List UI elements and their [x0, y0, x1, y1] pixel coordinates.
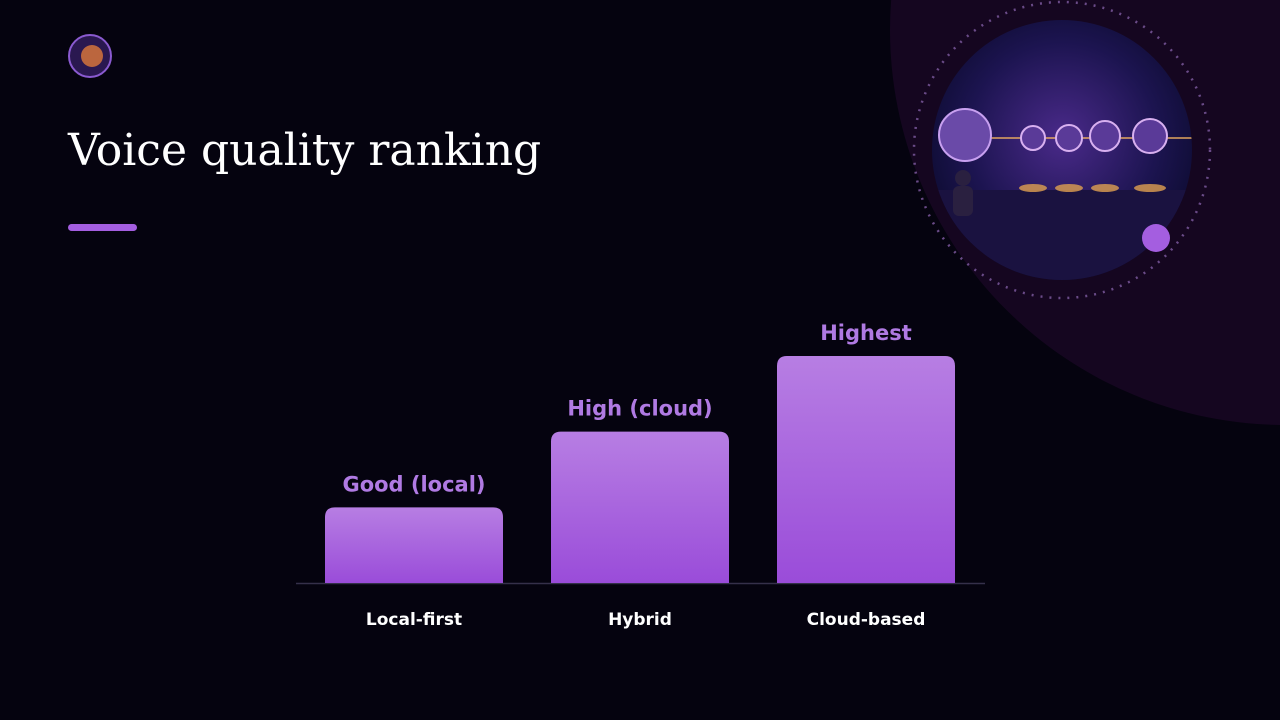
value-label: Highest	[820, 321, 912, 345]
value-label: High (cloud)	[567, 397, 712, 421]
accent-dot	[1142, 224, 1170, 252]
logo-inner	[81, 45, 103, 67]
slide-title: Voice quality ranking	[67, 125, 541, 176]
bar	[551, 431, 729, 583]
dotted-ring	[912, 0, 1212, 300]
category-label: Local-first	[366, 610, 462, 630]
title-underline	[68, 224, 137, 231]
bar	[325, 507, 503, 583]
category-label: Cloud-based	[807, 610, 926, 630]
category-label: Hybrid	[608, 610, 672, 630]
bar	[777, 356, 955, 583]
value-label: Good (local)	[342, 472, 485, 496]
